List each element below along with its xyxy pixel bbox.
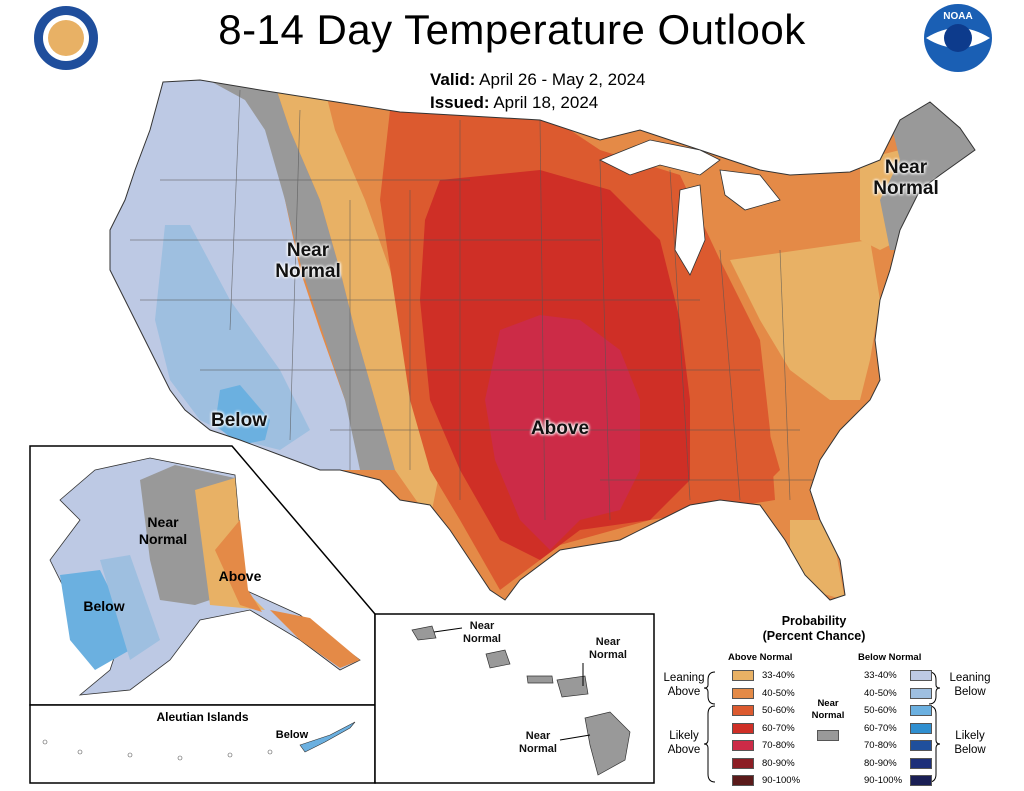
- legend-range: 70-80%: [762, 740, 795, 751]
- legend-swatch: [732, 722, 754, 734]
- legend-side-line: Likely: [669, 730, 699, 742]
- legend-range: 60-70%: [864, 722, 897, 734]
- aleutian-title: Aleutian Islands: [156, 710, 249, 724]
- legend-swatch: [910, 757, 932, 769]
- valid-label: Valid:: [430, 70, 476, 89]
- alaska-above-label: Above: [218, 568, 262, 584]
- legend-row: 50-60%: [864, 705, 932, 716]
- label-line: Normal: [463, 633, 501, 645]
- legend-likely-below: Likely Below: [941, 729, 999, 757]
- legend-row: 60-70%: [732, 722, 795, 734]
- label-line: Near: [884, 157, 928, 178]
- page-title: 8-14 Day Temperature Outlook: [218, 6, 806, 53]
- legend-side-line: Below: [954, 744, 986, 756]
- legend-swatch: [732, 687, 754, 699]
- legend-near-line: Normal: [811, 710, 845, 721]
- legend-title-line: (Percent Chance): [762, 629, 866, 643]
- legend-below-header: Below Normal: [858, 652, 922, 663]
- noaa-logo-text: NOAA: [943, 11, 973, 22]
- legend-swatch: [732, 740, 754, 751]
- hawaii-near-normal-1: Near Normal: [452, 620, 512, 646]
- legend-range: 70-80%: [864, 740, 897, 751]
- legend-swatch: [732, 757, 754, 769]
- legend-row: 40-50%: [864, 687, 932, 699]
- legend-row: 50-60%: [732, 705, 795, 716]
- label-line: Normal: [873, 178, 939, 199]
- label-line: Near: [469, 620, 495, 632]
- legend-swatch: [732, 670, 754, 681]
- legend-row: 70-80%: [732, 740, 795, 751]
- legend-near-normal: Near Normal: [806, 698, 850, 722]
- hawaii-near-normal-3: Near Normal: [508, 730, 568, 756]
- conus-near-normal-west: Near Normal: [268, 240, 348, 282]
- legend-range: 60-70%: [762, 722, 795, 734]
- valid-value: April 26 - May 2, 2024: [479, 70, 646, 89]
- legend-leaning-above: Leaning Above: [660, 671, 708, 699]
- alaska-below-label: Below: [83, 598, 125, 614]
- legend-swatch: [910, 687, 932, 699]
- legend-range: 50-60%: [762, 705, 795, 716]
- label-line: Normal: [519, 743, 557, 755]
- conus-above-label: Above: [530, 418, 590, 439]
- legend-side-line: Leaning: [949, 672, 991, 684]
- legend-row: 80-90%: [732, 757, 795, 769]
- issued-label: Issued:: [430, 93, 490, 112]
- label-line: Near: [595, 636, 621, 648]
- legend-range: 40-50%: [762, 687, 795, 699]
- legend-range: 33-40%: [864, 670, 897, 681]
- legend-swatch: [910, 670, 932, 681]
- legend-row: 90-100%: [732, 775, 800, 786]
- legend-range: 40-50%: [864, 687, 897, 699]
- hawaii-near-normal-2: Near Normal: [578, 636, 638, 662]
- legend-side-line: Above: [667, 744, 701, 756]
- issued-date: Issued: April 18, 2024: [430, 93, 598, 113]
- conus-near-normal-east: Near Normal: [866, 157, 946, 199]
- legend-row: 90-100%: [864, 775, 932, 786]
- legend-range: 90-100%: [864, 775, 903, 786]
- label-line: Near: [147, 514, 179, 530]
- label-line: Near: [286, 240, 330, 261]
- legend-row: 70-80%: [864, 740, 932, 751]
- conus-below-label: Below: [211, 410, 267, 431]
- label-line: Normal: [138, 531, 188, 547]
- legend-leaning-below: Leaning Below: [941, 671, 999, 699]
- alaska-near-normal: Near Normal: [123, 514, 203, 548]
- commerce-seal-icon: [33, 5, 99, 71]
- legend-swatch: [910, 705, 932, 716]
- label-line: Near: [525, 730, 551, 742]
- label-line: Normal: [589, 649, 627, 661]
- valid-dates: Valid: April 26 - May 2, 2024: [430, 70, 645, 90]
- aleutian-below-label: Below: [275, 729, 309, 741]
- legend-row: 33-40%: [732, 670, 795, 681]
- legend-likely-above: Likely Above: [660, 729, 708, 757]
- legend-side-line: Above: [667, 686, 701, 698]
- issued-value: April 18, 2024: [493, 93, 599, 112]
- legend-range: 80-90%: [864, 757, 897, 769]
- legend-title-line: Probability: [781, 614, 847, 628]
- legend-side-line: Leaning: [663, 672, 705, 684]
- legend-swatch: [910, 722, 932, 734]
- legend-range: 50-60%: [864, 705, 897, 716]
- legend-range: 90-100%: [762, 775, 801, 786]
- legend-range: 33-40%: [762, 670, 795, 681]
- legend-side-line: Below: [954, 686, 986, 698]
- legend-row: 33-40%: [864, 670, 932, 681]
- legend-row: 80-90%: [864, 757, 932, 769]
- legend-side-line: Likely: [955, 730, 985, 742]
- legend-above-header: Above Normal: [728, 652, 793, 663]
- legend-near-line: Near: [817, 698, 839, 709]
- noaa-logo-icon: NOAA: [924, 4, 992, 72]
- legend-row: 40-50%: [732, 687, 795, 699]
- legend-range: 80-90%: [762, 757, 795, 769]
- legend-row: 60-70%: [864, 722, 932, 734]
- label-line: Normal: [275, 261, 341, 282]
- legend-swatch: [732, 705, 754, 716]
- legend-near-normal-swatch: [817, 730, 839, 741]
- legend-swatch: [910, 740, 932, 751]
- legend-swatch: [910, 775, 932, 786]
- legend-title: Probability (Percent Chance): [744, 614, 884, 644]
- legend-swatch: [732, 775, 754, 786]
